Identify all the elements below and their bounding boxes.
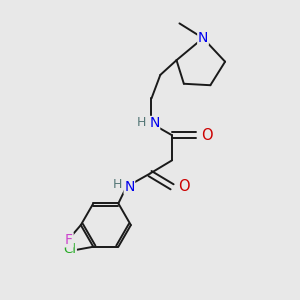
- Text: H: H: [136, 116, 146, 128]
- Text: Cl: Cl: [63, 243, 76, 256]
- Text: N: N: [149, 116, 160, 130]
- Text: N: N: [198, 31, 208, 45]
- Text: H: H: [113, 178, 122, 191]
- Text: N: N: [124, 180, 135, 194]
- Text: O: O: [178, 179, 190, 194]
- Text: F: F: [65, 233, 73, 247]
- Text: O: O: [202, 128, 213, 143]
